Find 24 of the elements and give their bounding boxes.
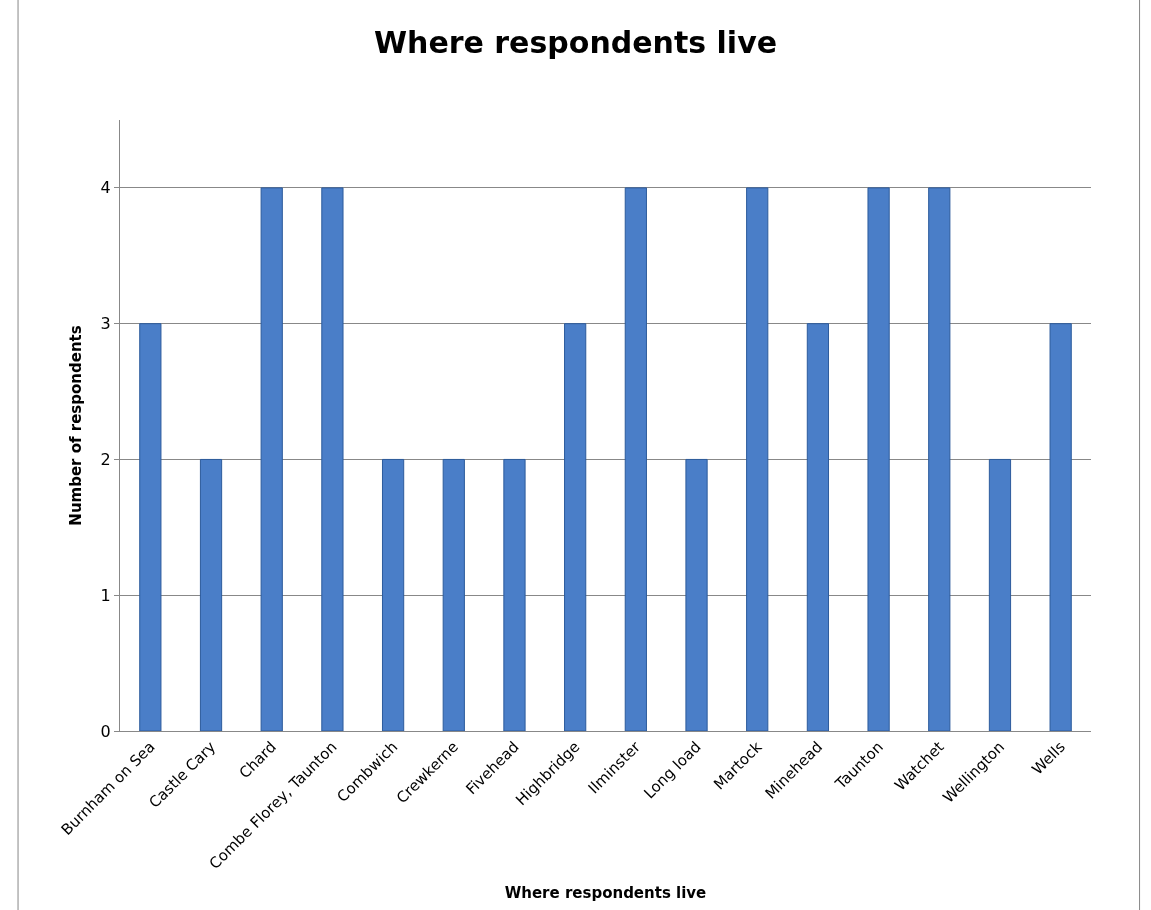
bar	[260, 187, 283, 731]
y-tick-label: 3	[100, 314, 111, 334]
bar	[806, 323, 830, 731]
bar	[928, 187, 951, 731]
y-tick-label: 2	[100, 450, 111, 470]
bar	[503, 458, 526, 731]
bar	[442, 458, 465, 731]
bar	[746, 187, 769, 731]
chart-title: Where respondents live	[373, 24, 778, 60]
x-axis-title: Where respondents live	[504, 883, 707, 902]
bar	[139, 323, 162, 731]
y-tick-label: 1	[100, 585, 111, 605]
bar	[321, 187, 344, 731]
bar	[1049, 323, 1072, 731]
bar	[624, 187, 647, 731]
y-tick-label: 0	[100, 721, 111, 741]
bar	[867, 187, 890, 731]
bar	[685, 458, 708, 731]
bar	[988, 458, 1012, 731]
bar	[381, 458, 405, 731]
bar	[564, 323, 587, 731]
y-axis-title: Number of respondents	[66, 325, 85, 526]
y-tick-label: 4	[100, 178, 111, 198]
bar	[199, 458, 223, 731]
